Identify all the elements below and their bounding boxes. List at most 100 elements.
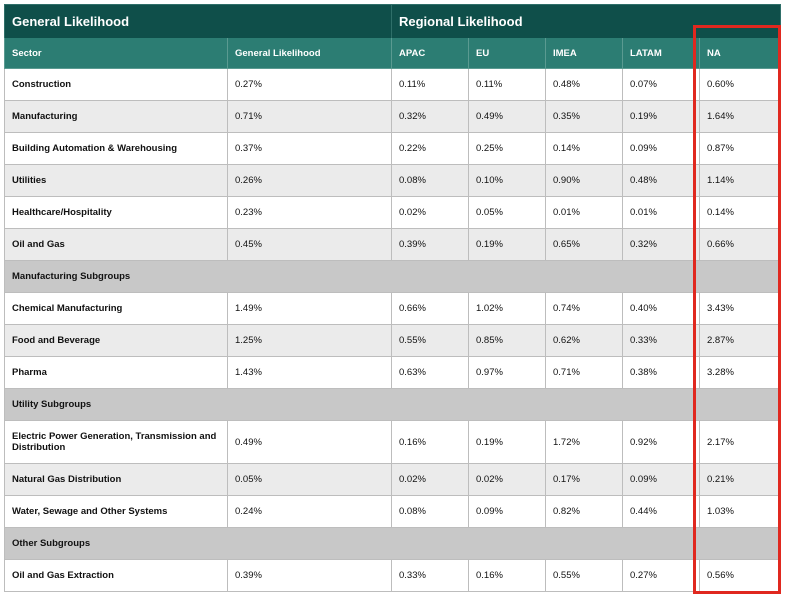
sector-cell: Oil and Gas Extraction — [4, 559, 228, 592]
latam-cell: 0.38% — [622, 356, 700, 389]
table-row: Utilities 0.26% 0.08% 0.10% 0.90% 0.48% 1.14% — [4, 164, 782, 197]
general-likelihood-cell: 0.23% — [227, 196, 392, 229]
imea-cell: 0.62% — [545, 324, 623, 357]
subgroup-row: Other Subgroups — [3, 527, 782, 560]
na-cell: 1.03% — [698, 495, 782, 528]
column-header-latam: LATAM — [622, 38, 700, 69]
table-body: Construction 0.27% 0.11% 0.11% 0.48% 0.07% 0.6… — [3, 68, 782, 592]
column-header-imea: IMEA — [545, 38, 623, 69]
general-likelihood-cell: 0.39% — [227, 559, 392, 592]
sector-cell: Utilities — [4, 164, 228, 197]
table-row: Pharma 1.43% 0.63% 0.97% 0.71% 0.38% 3.28% — [4, 356, 782, 389]
imea-cell: 0.82% — [545, 495, 623, 528]
eu-cell: 1.02% — [468, 292, 546, 325]
sector-cell: Natural Gas Distribution — [4, 463, 228, 496]
latam-cell: 0.07% — [622, 68, 700, 101]
latam-cell: 0.44% — [622, 495, 700, 528]
na-cell: 2.87% — [698, 324, 782, 357]
table-row: Natural Gas Distribution 0.05% 0.02% 0.02% 0… — [4, 463, 782, 496]
latam-cell: 0.27% — [622, 559, 700, 592]
na-cell: 1.64% — [698, 100, 782, 133]
eu-cell: 0.19% — [468, 228, 546, 261]
general-likelihood-cell: 1.25% — [227, 324, 392, 357]
apac-cell: 0.63% — [391, 356, 469, 389]
column-header-na: NA — [698, 38, 782, 69]
table-row: Oil and Gas 0.45% 0.39% 0.19% 0.65% 0.32% 0.66… — [4, 228, 782, 261]
na-cell: 0.14% — [698, 196, 782, 229]
imea-cell: 0.17% — [545, 463, 623, 496]
table-row: Building Automation & Warehousing 0.37% 0.… — [4, 132, 782, 165]
general-likelihood-cell: 0.37% — [227, 132, 392, 165]
table-row: Construction 0.27% 0.11% 0.11% 0.48% 0.07% 0.6… — [4, 68, 782, 101]
general-likelihood-group-header: General Likelihood — [4, 4, 392, 38]
na-cell: 0.66% — [698, 228, 782, 261]
apac-cell: 0.08% — [391, 164, 469, 197]
subgroup-label: Other Subgroups — [3, 527, 782, 560]
sector-cell: Chemical Manufacturing — [4, 292, 228, 325]
table-row: Healthcare/Hospitality 0.23% 0.02% 0.05% 0.0… — [4, 196, 782, 229]
na-cell: 0.60% — [698, 68, 782, 101]
imea-cell: 0.55% — [545, 559, 623, 592]
na-cell: 3.43% — [698, 292, 782, 325]
latam-cell: 0.01% — [622, 196, 700, 229]
eu-cell: 0.85% — [468, 324, 546, 357]
imea-cell: 0.48% — [545, 68, 623, 101]
imea-cell: 0.71% — [545, 356, 623, 389]
subgroup-row: Utility Subgroups — [3, 388, 782, 421]
eu-cell: 0.02% — [468, 463, 546, 496]
apac-cell: 0.02% — [391, 463, 469, 496]
sector-cell: Food and Beverage — [4, 324, 228, 357]
table-row: Manufacturing 0.71% 0.32% 0.49% 0.35% 0.19% 1.… — [4, 100, 782, 133]
latam-cell: 0.32% — [622, 228, 700, 261]
column-header-sector: Sector — [4, 38, 228, 69]
sector-cell: Electric Power Generation, Transmission … — [4, 420, 228, 464]
apac-cell: 0.02% — [391, 196, 469, 229]
apac-cell: 0.22% — [391, 132, 469, 165]
na-cell: 0.87% — [698, 132, 782, 165]
imea-cell: 0.90% — [545, 164, 623, 197]
imea-cell: 0.14% — [545, 132, 623, 165]
column-header-apac: APAC — [391, 38, 469, 69]
na-cell: 2.17% — [698, 420, 782, 464]
sector-cell: Oil and Gas — [4, 228, 228, 261]
column-header-eu: EU — [468, 38, 546, 69]
na-cell: 0.21% — [698, 463, 782, 496]
general-likelihood-cell: 0.05% — [227, 463, 392, 496]
sector-cell: Manufacturing — [4, 100, 228, 133]
table-row: Water, Sewage and Other Systems 0.24% 0.08… — [4, 495, 782, 528]
sector-cell: Pharma — [4, 356, 228, 389]
latam-cell: 0.33% — [622, 324, 700, 357]
eu-cell: 0.10% — [468, 164, 546, 197]
eu-cell: 0.05% — [468, 196, 546, 229]
subgroup-row: Manufacturing Subgroups — [3, 260, 782, 293]
general-likelihood-cell: 0.26% — [227, 164, 392, 197]
apac-cell: 0.39% — [391, 228, 469, 261]
general-likelihood-cell: 0.71% — [227, 100, 392, 133]
group-header-row: General Likelihood Regional Likelihood — [4, 4, 782, 38]
sector-cell: Building Automation & Warehousing — [4, 132, 228, 165]
eu-cell: 0.49% — [468, 100, 546, 133]
table-row: Chemical Manufacturing 1.49% 0.66% 1.02% 0.7… — [4, 292, 782, 325]
imea-cell: 0.74% — [545, 292, 623, 325]
regional-likelihood-group-header: Regional Likelihood — [390, 4, 782, 38]
general-likelihood-cell: 1.43% — [227, 356, 392, 389]
subgroup-label: Manufacturing Subgroups — [3, 260, 782, 293]
likelihood-table: General Likelihood Regional Likelihood S… — [3, 4, 782, 592]
general-likelihood-cell: 1.49% — [227, 292, 392, 325]
apac-cell: 0.08% — [391, 495, 469, 528]
general-likelihood-cell: 0.45% — [227, 228, 392, 261]
apac-cell: 0.11% — [391, 68, 469, 101]
eu-cell: 0.97% — [468, 356, 546, 389]
subgroup-label: Utility Subgroups — [3, 388, 782, 421]
eu-cell: 0.16% — [468, 559, 546, 592]
eu-cell: 0.09% — [468, 495, 546, 528]
column-header-general-likelihood: General Likelihood — [227, 38, 392, 69]
latam-cell: 0.09% — [622, 463, 700, 496]
apac-cell: 0.33% — [391, 559, 469, 592]
general-likelihood-cell: 0.24% — [227, 495, 392, 528]
apac-cell: 0.55% — [391, 324, 469, 357]
apac-cell: 0.16% — [391, 420, 469, 464]
eu-cell: 0.25% — [468, 132, 546, 165]
table-row: Food and Beverage 1.25% 0.55% 0.85% 0.62% 0.3… — [4, 324, 782, 357]
column-header-row: Sector General Likelihood APAC EU IMEA L… — [4, 38, 782, 69]
